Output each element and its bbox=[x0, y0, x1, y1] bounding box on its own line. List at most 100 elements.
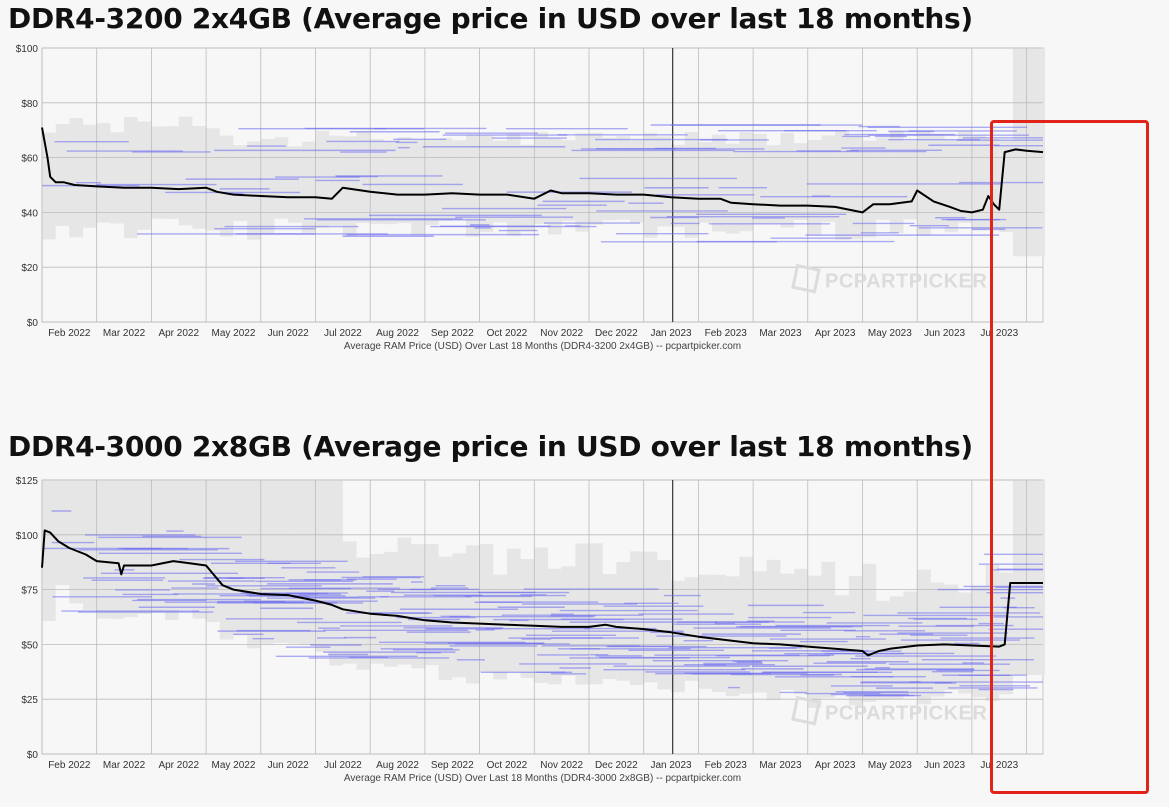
retailer-price-lines bbox=[42, 510, 1043, 697]
x-tick-label: Jun 2023 bbox=[924, 760, 966, 771]
band-segment bbox=[178, 480, 193, 610]
x-tick-label: Jan 2023 bbox=[650, 760, 692, 771]
band-segment bbox=[260, 139, 275, 234]
x-tick-label: May 2022 bbox=[211, 760, 255, 771]
x-tick-label: Feb 2023 bbox=[705, 328, 748, 339]
band-segment bbox=[383, 141, 398, 225]
y-tick-label: $50 bbox=[21, 640, 38, 651]
band-segment bbox=[96, 123, 111, 223]
band-segment bbox=[274, 137, 289, 219]
band-segment bbox=[55, 124, 70, 226]
x-tick-label: May 2023 bbox=[868, 328, 912, 339]
band-segment bbox=[315, 480, 330, 652]
band-segment bbox=[602, 574, 617, 680]
chart-ddr4-3200-2x4gb: $0 $20 $40 $60 $80 $100 Feb 2022 Mar 2022 Apr 20… bbox=[0, 40, 1045, 356]
watermark-text: PCPARTPICKER bbox=[825, 703, 987, 725]
band-segment bbox=[424, 139, 439, 226]
band-segment bbox=[766, 145, 781, 224]
average-price-line bbox=[41, 127, 1044, 214]
x-tick-label: Aug 2022 bbox=[376, 760, 419, 771]
band-segment bbox=[206, 480, 220, 623]
band-segment bbox=[807, 140, 822, 236]
x-tick-label: Oct 2022 bbox=[487, 760, 528, 771]
band-segment bbox=[889, 130, 904, 234]
x-tick-label: Feb 2022 bbox=[48, 760, 91, 771]
chart-title-ddr4-3200: DDR4-3200 2x4GB (Average price in USD ov… bbox=[8, 2, 973, 35]
band-segment bbox=[766, 559, 781, 701]
x-tick-label: Jan 2023 bbox=[650, 328, 692, 339]
band-segment bbox=[876, 138, 890, 220]
y-tick-label: $25 bbox=[21, 695, 38, 706]
x-tick-label: Sep 2022 bbox=[431, 760, 474, 771]
band-segment bbox=[247, 480, 261, 649]
band-segment bbox=[520, 559, 535, 678]
band-segment bbox=[958, 130, 972, 223]
x-tick-label: Jul 2022 bbox=[324, 328, 362, 339]
watermark-box-icon bbox=[791, 263, 821, 294]
chart-title-ddr4-3000: DDR4-3000 2x8GB (Average price in USD ov… bbox=[8, 430, 973, 463]
y-tick-label: $0 bbox=[27, 750, 39, 761]
band-segment bbox=[712, 134, 726, 232]
band-segment bbox=[397, 137, 412, 224]
band-segment bbox=[383, 551, 398, 667]
x-tick-label: May 2023 bbox=[868, 760, 912, 771]
band-segment bbox=[930, 134, 945, 227]
x-axis-caption: Average RAM Price (USD) Over Last 18 Mon… bbox=[344, 773, 741, 784]
x-tick-label: Jul 2023 bbox=[980, 328, 1018, 339]
band-segment bbox=[862, 140, 877, 238]
band-segment bbox=[315, 130, 330, 228]
y-tick-label: $0 bbox=[27, 318, 39, 329]
band-segment bbox=[69, 117, 84, 238]
x-tick-label: Aug 2022 bbox=[376, 328, 419, 339]
band-segment bbox=[479, 544, 494, 673]
band-segment bbox=[1026, 480, 1041, 676]
watermark-text: PCPARTPICKER bbox=[825, 271, 987, 293]
y-tick-label: $80 bbox=[21, 99, 38, 110]
y-tick-label: $60 bbox=[21, 154, 38, 165]
x-tick-label: Nov 2022 bbox=[540, 760, 583, 771]
band-segment bbox=[301, 141, 316, 233]
band-segment bbox=[411, 544, 425, 669]
band-segment bbox=[575, 133, 589, 232]
y-tick-label: $100 bbox=[16, 44, 39, 55]
band-segment bbox=[671, 144, 685, 228]
band-segment bbox=[794, 143, 808, 220]
band-segment bbox=[753, 133, 767, 225]
band-segment bbox=[739, 556, 754, 694]
band-segment bbox=[547, 137, 562, 235]
watermark-box-icon bbox=[791, 695, 821, 726]
band-segment bbox=[465, 545, 480, 684]
x-tick-label: Jun 2022 bbox=[268, 760, 310, 771]
band-segment bbox=[137, 121, 152, 230]
band-segment bbox=[411, 139, 425, 236]
band-segment bbox=[288, 146, 302, 223]
band-segment bbox=[301, 480, 316, 645]
x-tick-label: Sep 2022 bbox=[431, 328, 474, 339]
x-tick-label: Jun 2023 bbox=[924, 328, 966, 339]
band-segment bbox=[780, 132, 795, 228]
x-tick-label: Dec 2022 bbox=[595, 760, 638, 771]
band-segment bbox=[219, 135, 234, 237]
band-segment bbox=[739, 132, 754, 232]
retailer-price-lines bbox=[42, 124, 1043, 243]
x-tick-label: Apr 2022 bbox=[158, 760, 199, 771]
band-segment bbox=[178, 116, 193, 226]
band-segment bbox=[944, 584, 959, 690]
x-tick-label: Mar 2023 bbox=[759, 328, 802, 339]
average-price-line bbox=[41, 529, 1043, 657]
x-tick-label: Dec 2022 bbox=[595, 328, 638, 339]
band-segment bbox=[1012, 480, 1027, 676]
x-tick-label: Nov 2022 bbox=[540, 328, 583, 339]
highlight-box-jul-2023 bbox=[990, 120, 1149, 794]
band-segment bbox=[520, 144, 535, 231]
band-segment bbox=[370, 139, 384, 224]
y-tick-label: $20 bbox=[21, 263, 38, 274]
x-tick-label: Jul 2022 bbox=[324, 760, 362, 771]
band-segment bbox=[506, 548, 521, 673]
band-segment bbox=[438, 556, 453, 681]
band-segment bbox=[698, 142, 713, 223]
band-segment bbox=[643, 551, 658, 683]
x-tick-label: May 2022 bbox=[211, 328, 255, 339]
band-segment bbox=[903, 591, 918, 696]
x-tick-label: Oct 2022 bbox=[487, 328, 528, 339]
